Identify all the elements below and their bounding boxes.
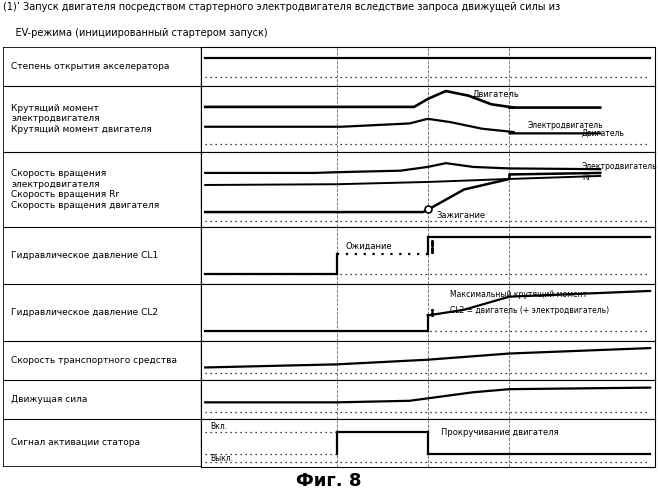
Text: Движущая сила: Движущая сила (11, 394, 88, 404)
Text: Двигатель: Двигатель (582, 129, 625, 138)
Text: Степень открытия акселератора: Степень открытия акселератора (11, 62, 170, 71)
Text: Ожидание: Ожидание (346, 242, 393, 251)
Text: Сигнал активации статора: Сигнал активации статора (11, 438, 140, 447)
Text: Фиг. 8: Фиг. 8 (296, 472, 362, 490)
Text: Зажигание: Зажигание (437, 212, 486, 220)
Text: (1)’ Запуск двигателя посредством стартерного электродвигателя вследствие запрос: (1)’ Запуск двигателя посредством старте… (3, 2, 561, 12)
Text: Крутящий момент
электродвигателя
Крутящий момент двигателя: Крутящий момент электродвигателя Крутящи… (11, 104, 152, 134)
Text: Электродвигатель: Электродвигатель (528, 121, 603, 130)
Text: Электродвигатель: Электродвигатель (582, 162, 658, 172)
Text: Rr: Rr (582, 173, 591, 182)
Text: Вкл.: Вкл. (210, 422, 227, 431)
Text: CL2 = двигатель (+ электродвигатель): CL2 = двигатель (+ электродвигатель) (450, 306, 609, 315)
Text: Гидравлическое давление CL1: Гидравлическое давление CL1 (11, 251, 159, 260)
Text: Гидравлическое давление CL2: Гидравлическое давление CL2 (11, 308, 158, 317)
Text: EV-режима (инициированный стартером запуск): EV-режима (инициированный стартером запу… (3, 28, 268, 38)
Text: Скорость транспортного средства: Скорость транспортного средства (11, 356, 177, 365)
Text: Двигатель: Двигатель (473, 89, 520, 98)
Text: Максимальный крутящий момент: Максимальный крутящий момент (450, 290, 588, 300)
Text: Прокручивание двигателя: Прокручивание двигателя (442, 428, 559, 436)
Text: Скорость вращения
электродвигателя
Скорость вращения Rr
Скорость вращения двигат: Скорость вращения электродвигателя Скоро… (11, 170, 159, 209)
Text: Выкл.: Выкл. (210, 454, 233, 463)
